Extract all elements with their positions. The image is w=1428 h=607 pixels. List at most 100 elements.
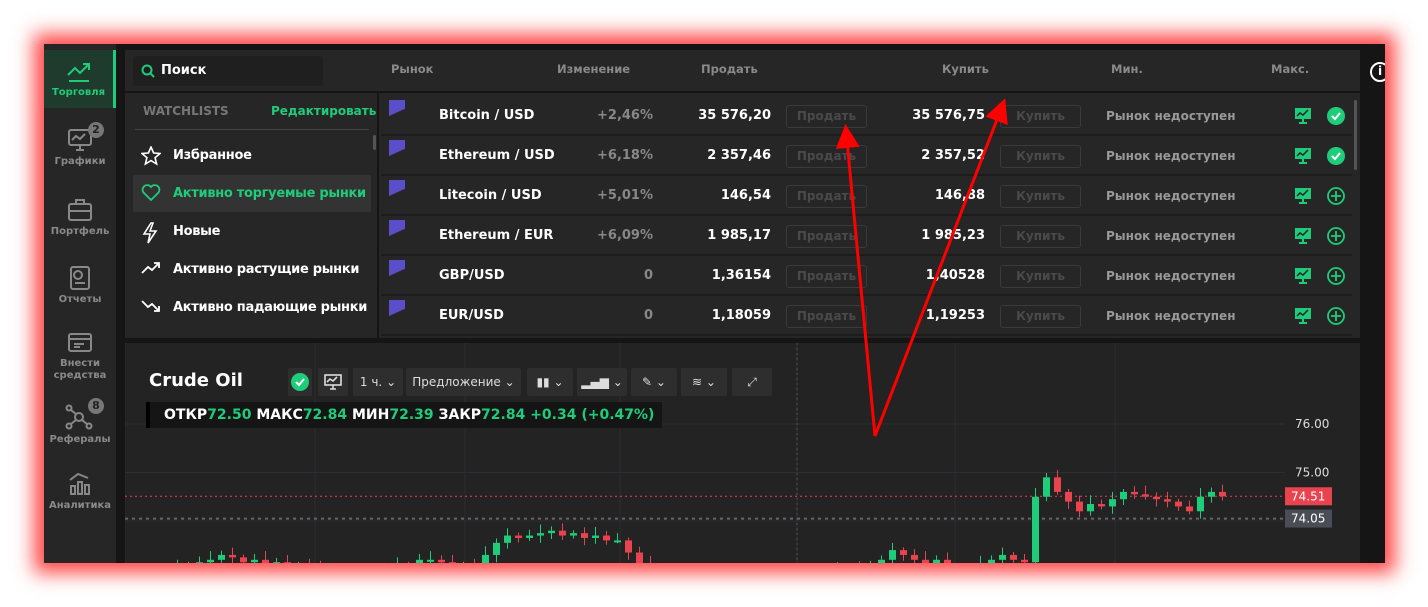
- watch-toggle-button[interactable]: [288, 368, 312, 396]
- watchlist-item-most-traded[interactable]: Активно торгуемые рынки: [133, 175, 371, 212]
- layers-dropdown[interactable]: ≋ ⌄: [681, 368, 727, 396]
- y-tick-label: 73.00: [1295, 563, 1329, 564]
- scrollbar[interactable]: [373, 135, 376, 150]
- deposit-icon: [68, 333, 92, 352]
- buy-button[interactable]: Купить: [1000, 105, 1081, 128]
- column-header-sell[interactable]: Продать: [701, 62, 758, 76]
- table-row[interactable]: Litecoin / USD +5,01% 146,54 Продать 146…: [381, 176, 1352, 216]
- chart-window-button[interactable]: [1294, 147, 1312, 164]
- drawing-tools-dropdown[interactable]: ✎ ⌄: [631, 368, 677, 396]
- table-row[interactable]: GBP/USD 0 1,36154 Продать 1,40528 Купить…: [381, 256, 1352, 296]
- candle-body: [1098, 504, 1105, 507]
- candle-body: [603, 535, 610, 541]
- notification-badge: 2: [88, 122, 104, 138]
- search-input[interactable]: Поиск: [133, 56, 323, 86]
- candle-body: [1186, 506, 1193, 512]
- candle-body: [878, 559, 885, 563]
- column-header-min[interactable]: Мин.: [1111, 62, 1143, 76]
- check-circle-icon[interactable]: [1327, 147, 1345, 165]
- chart-window-button[interactable]: [1294, 187, 1312, 204]
- watch-toggle[interactable]: [1327, 107, 1345, 125]
- watchlist-item-favorites[interactable]: Избранное: [133, 137, 371, 174]
- change-value: +6,18%: [597, 148, 653, 163]
- price-type-dropdown[interactable]: Предложение ⌄: [406, 368, 521, 396]
- market-flag-icon: [389, 260, 405, 276]
- chart-window-button[interactable]: [318, 368, 348, 396]
- buy-button[interactable]: Купить: [1000, 185, 1081, 208]
- market-name[interactable]: Bitcoin / USD: [439, 108, 535, 123]
- column-header-buy[interactable]: Купить: [942, 62, 989, 76]
- watchlist-item-falling[interactable]: Активно падающие рынки: [133, 289, 371, 326]
- chart-window-button[interactable]: [1294, 227, 1312, 244]
- column-header-max[interactable]: Макс.: [1271, 62, 1310, 76]
- market-flag-icon: [389, 140, 405, 156]
- watch-toggle[interactable]: [1327, 227, 1345, 245]
- sell-button[interactable]: Продать: [786, 105, 867, 128]
- candle-body: [1131, 491, 1138, 495]
- info-icon[interactable]: i: [1370, 62, 1385, 82]
- check-circle-icon[interactable]: [1327, 107, 1345, 125]
- edit-watchlists-link[interactable]: Редактировать: [271, 104, 377, 118]
- sell-button[interactable]: Продать: [786, 145, 867, 168]
- sell-button[interactable]: Продать: [786, 305, 867, 328]
- sidebar-item-trading[interactable]: Торговля: [44, 50, 116, 108]
- candle-body: [1142, 494, 1149, 497]
- watch-toggle[interactable]: [1327, 147, 1345, 165]
- interval-dropdown[interactable]: 1 ч. ⌄: [353, 368, 403, 396]
- sidebar-item-charts[interactable]: 2 Графики: [54, 122, 106, 167]
- indicators-dropdown[interactable]: ▂▄▆ ⌄: [577, 368, 627, 396]
- check-circle-icon: [291, 373, 309, 391]
- buy-button[interactable]: Купить: [1000, 225, 1081, 248]
- chart-type-dropdown[interactable]: ▮▮ ⌄: [527, 368, 573, 396]
- buy-button[interactable]: Купить: [1000, 265, 1081, 288]
- table-row[interactable]: Ethereum / USD +6,18% 2 357,46 Продать 2…: [381, 136, 1352, 176]
- sell-button[interactable]: Продать: [786, 265, 867, 288]
- plus-circle-icon[interactable]: [1327, 187, 1345, 205]
- buy-button[interactable]: Купить: [1000, 145, 1081, 168]
- table-scrollbar[interactable]: [1354, 100, 1357, 170]
- market-name[interactable]: Ethereum / EUR: [439, 228, 554, 243]
- watch-toggle[interactable]: [1327, 267, 1345, 285]
- sidebar-item-deposit[interactable]: Внести средства: [44, 332, 116, 382]
- plus-circle-icon[interactable]: [1327, 227, 1345, 245]
- candle-body: [526, 535, 533, 538]
- candle-body: [900, 550, 907, 555]
- sidebar-item-reports[interactable]: Отчеты: [44, 266, 116, 306]
- market-name[interactable]: Ethereum / USD: [439, 148, 555, 163]
- candle-body: [570, 533, 577, 536]
- sidebar-item-analytics[interactable]: Аналитика: [44, 470, 116, 512]
- watch-toggle[interactable]: [1327, 307, 1345, 325]
- watch-toggle[interactable]: [1327, 187, 1345, 205]
- chart-window-button[interactable]: [1294, 307, 1312, 324]
- monitor-chart-icon: [1295, 188, 1311, 204]
- sell-button[interactable]: Продать: [786, 185, 867, 208]
- market-name[interactable]: Litecoin / USD: [439, 188, 542, 203]
- candle-body: [1032, 496, 1039, 563]
- sidebar-item-portfolio[interactable]: Портфель: [44, 198, 116, 238]
- table-row[interactable]: Ethereum / EUR +6,09% 1 985,17 Продать 1…: [381, 216, 1352, 256]
- candle-body: [1065, 491, 1072, 502]
- market-name[interactable]: GBP/USD: [439, 268, 505, 283]
- plus-circle-icon[interactable]: [1327, 267, 1345, 285]
- y-tick-label: 76.00: [1295, 417, 1329, 431]
- sell-button[interactable]: Продать: [786, 225, 867, 248]
- table-row[interactable]: EUR/USD 0 1,18059 Продать 1,19253 Купить…: [381, 296, 1352, 336]
- watchlists-title: WATCHLISTS: [143, 104, 229, 118]
- column-header-change[interactable]: Изменение: [557, 62, 631, 76]
- table-row[interactable]: Bitcoin / USD +2,46% 35 576,20 Продать 3…: [381, 96, 1352, 136]
- market-name[interactable]: EUR/USD: [439, 308, 504, 323]
- market-flag-icon: [389, 300, 405, 316]
- chart-window-button[interactable]: [1294, 267, 1312, 284]
- market-status: Рынок недоступен: [1106, 269, 1236, 283]
- plus-circle-icon[interactable]: [1327, 307, 1345, 325]
- candle-body: [515, 535, 522, 538]
- fullscreen-button[interactable]: ⤢: [732, 368, 772, 396]
- watchlist-item-rising[interactable]: Активно растущие рынки: [133, 251, 371, 288]
- candle-body: [416, 559, 423, 563]
- candle-body: [240, 557, 247, 563]
- buy-button[interactable]: Купить: [1000, 305, 1081, 328]
- watchlist-item-new[interactable]: Новые: [133, 213, 371, 250]
- sidebar-item-referrals[interactable]: 8 Рефералы: [49, 398, 111, 445]
- chart-window-button[interactable]: [1294, 107, 1312, 124]
- column-header-market[interactable]: Рынок: [391, 62, 434, 76]
